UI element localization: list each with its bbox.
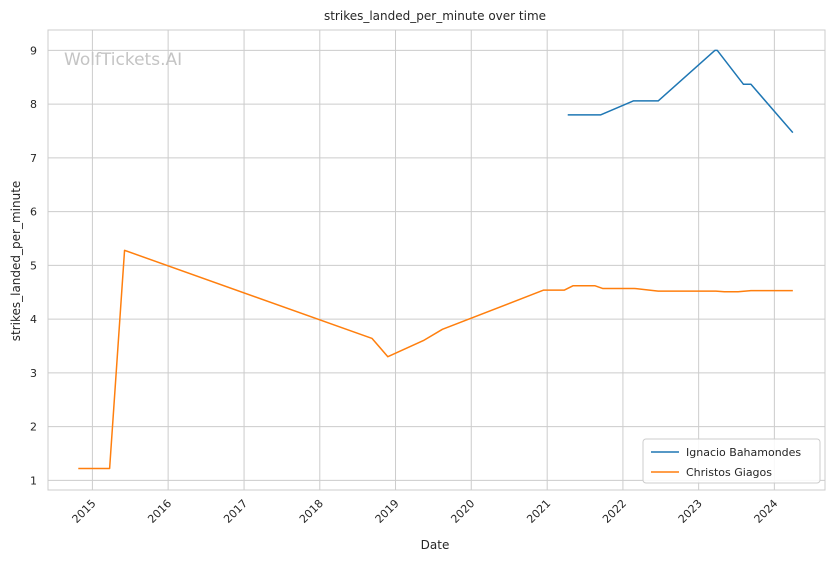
y-tick-label: 4 [30, 313, 37, 326]
series-lines [78, 49, 794, 470]
y-tick-label: 9 [30, 44, 37, 57]
chart-title: strikes_landed_per_minute over time [324, 9, 546, 23]
plot-frame [47, 29, 826, 491]
y-tick-label: 7 [30, 152, 37, 165]
y-tick-labels: 1 2 3 4 5 6 7 8 9 [30, 44, 37, 487]
y-tick-label: 5 [30, 259, 37, 272]
watermark-text: WolfTickets.AI [64, 50, 182, 70]
legend-box [642, 438, 821, 484]
x-axis-title: Date [421, 538, 450, 552]
y-tick-label: 1 [30, 474, 37, 487]
series-line-ignacio-bahamondes [567, 49, 794, 134]
y-tick-label: 6 [30, 206, 37, 219]
series-line-christos-giagos [78, 249, 793, 470]
legend-label-christos-giagos: Christos Giagos [686, 466, 772, 479]
legend: Ignacio Bahamondes Christos Giagos [642, 438, 821, 484]
y-tick-label: 8 [30, 98, 37, 111]
y-axis-title: strikes_landed_per_minute [9, 181, 23, 342]
legend-label-ignacio-bahamondes: Ignacio Bahamondes [686, 446, 801, 459]
y-tick-label: 2 [30, 421, 37, 434]
y-tick-label: 3 [30, 367, 37, 380]
